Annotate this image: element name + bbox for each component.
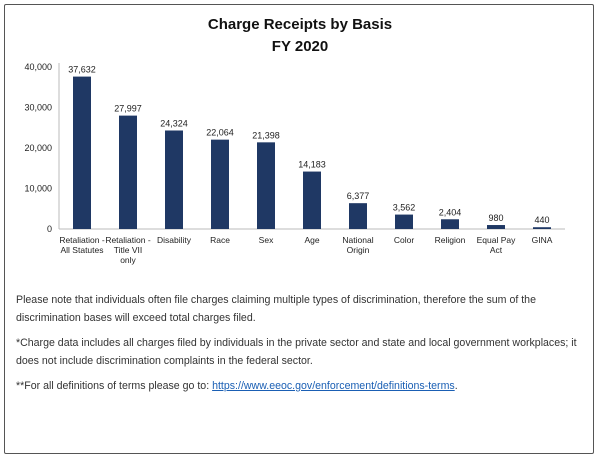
data-label: 6,377 bbox=[347, 191, 370, 201]
data-label: 27,997 bbox=[114, 104, 142, 114]
bar bbox=[395, 214, 413, 229]
x-tick-label: Color bbox=[394, 235, 414, 245]
x-tick-label: Title VII bbox=[114, 245, 143, 255]
bar bbox=[165, 130, 183, 229]
definitions-link[interactable]: https://www.eeoc.gov/enforcement/definit… bbox=[212, 380, 455, 392]
x-tick-label: Origin bbox=[347, 245, 370, 255]
data-label: 2,404 bbox=[439, 207, 462, 217]
bar bbox=[257, 142, 275, 229]
x-tick-label: Disability bbox=[157, 235, 192, 245]
bar-chart: 0 10,000 20,000 30,000 40,000 37,632 Retaliati… bbox=[24, 62, 565, 265]
x-tick-label: National bbox=[342, 235, 373, 245]
data-label: 22,064 bbox=[206, 128, 234, 138]
content-frame bbox=[4, 4, 594, 454]
data-label: 3,562 bbox=[393, 203, 416, 213]
x-tick-label: Act bbox=[490, 245, 503, 255]
x-tick-label: Age bbox=[304, 235, 319, 245]
note-definitions: **For all definitions of terms please go… bbox=[16, 380, 458, 392]
notes: Please note that individuals often file … bbox=[16, 291, 586, 402]
y-tick-label: 0 bbox=[47, 224, 52, 234]
data-label: 440 bbox=[534, 215, 549, 225]
y-tick-label: 10,000 bbox=[24, 184, 52, 194]
bar bbox=[487, 225, 505, 229]
x-tick-label: Retaliation - bbox=[59, 235, 105, 245]
chart-title: Charge Receipts by Basis bbox=[207, 16, 393, 33]
y-tick-label: 40,000 bbox=[24, 62, 52, 72]
data-label: 14,183 bbox=[298, 160, 326, 170]
x-tick-label: only bbox=[120, 255, 136, 265]
bar bbox=[119, 115, 137, 229]
bar bbox=[211, 139, 229, 229]
data-label: 980 bbox=[488, 213, 503, 223]
x-tick-label: GINA bbox=[532, 235, 553, 245]
y-tick-label: 20,000 bbox=[24, 143, 52, 153]
x-tick-label: Race bbox=[210, 235, 230, 245]
data-label: 24,324 bbox=[160, 118, 188, 128]
bar bbox=[533, 227, 551, 229]
note-multiple-bases: Please note that individuals often file … bbox=[16, 294, 536, 324]
chart-subtitle: FY 2020 bbox=[271, 38, 329, 55]
x-tick-label: Retaliation - bbox=[105, 235, 151, 245]
bar bbox=[349, 203, 367, 229]
bar bbox=[441, 219, 459, 229]
bar bbox=[73, 76, 91, 230]
bar bbox=[303, 171, 321, 229]
x-tick-label: Equal Pay bbox=[477, 235, 516, 245]
note-charge-data: *Charge data includes all charges filed … bbox=[16, 337, 577, 367]
data-label: 21,398 bbox=[252, 130, 280, 140]
data-label: 37,632 bbox=[68, 65, 96, 75]
y-tick-label: 30,000 bbox=[24, 103, 52, 113]
x-tick-label: Religion bbox=[435, 235, 466, 245]
x-tick-label: Sex bbox=[259, 235, 274, 245]
x-tick-label: All Statutes bbox=[61, 245, 104, 255]
